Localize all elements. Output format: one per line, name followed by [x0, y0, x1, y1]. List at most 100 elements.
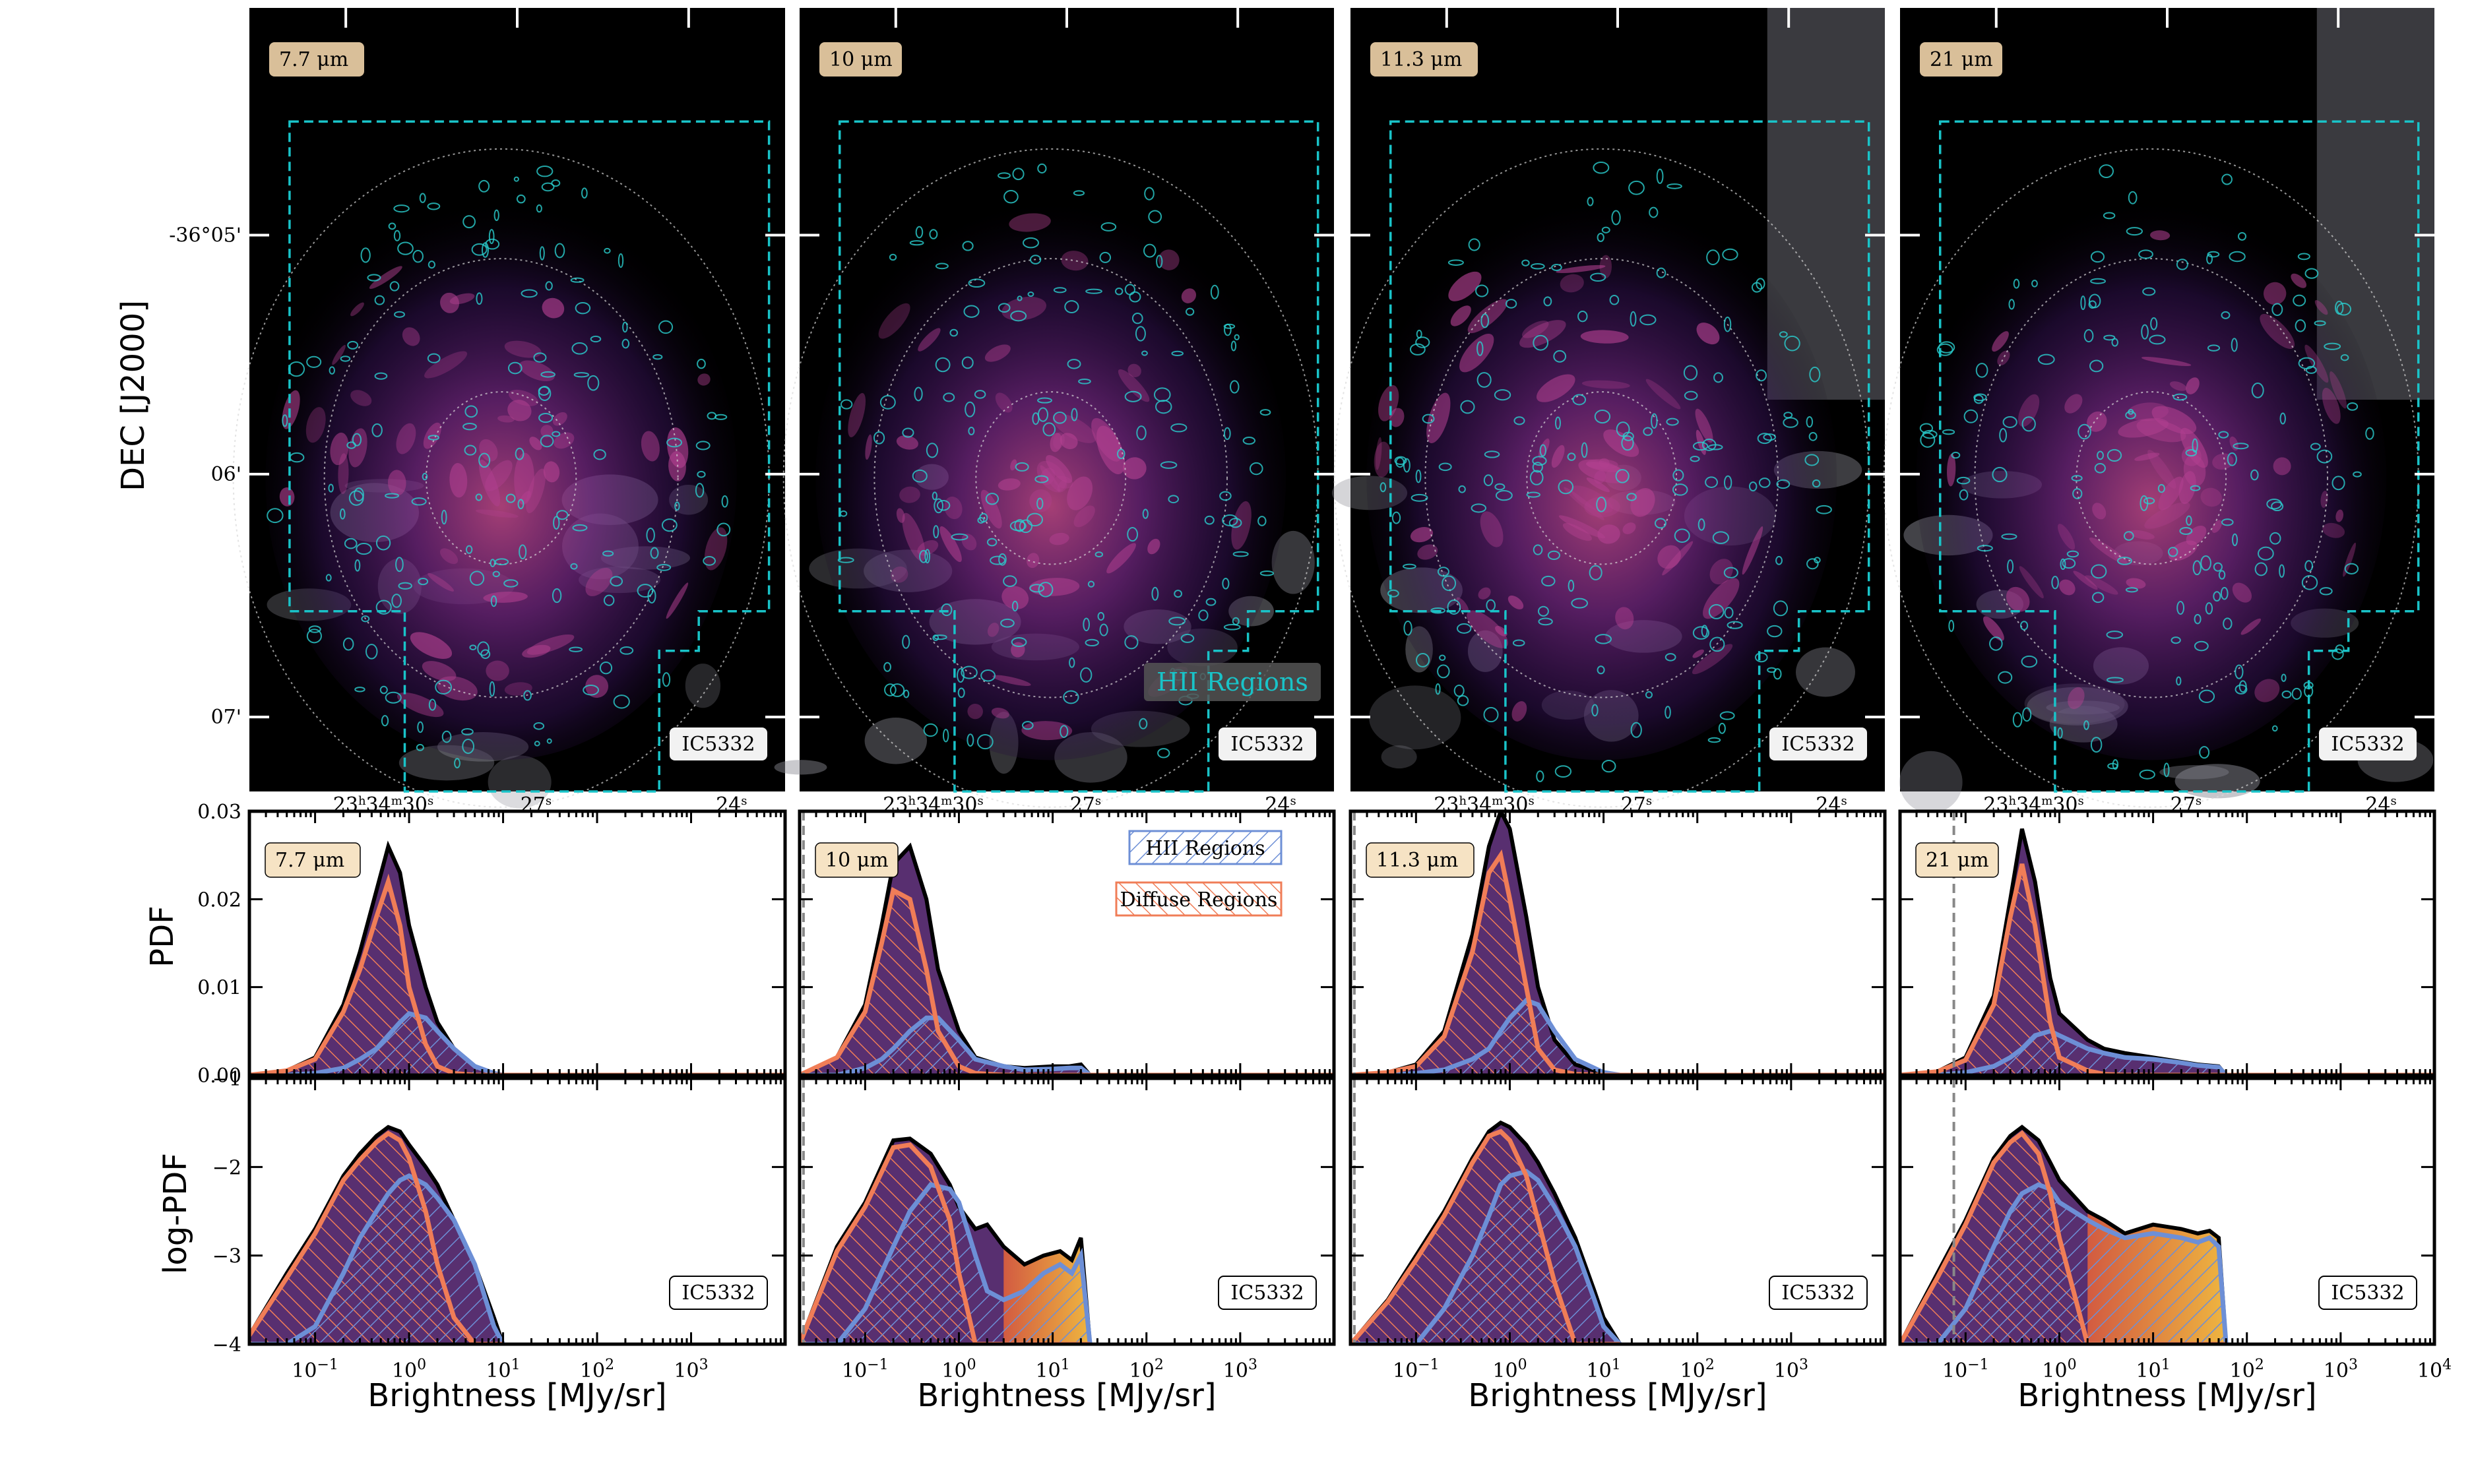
galaxy-emission [265, 196, 737, 760]
hii-region-contour [325, 574, 332, 582]
x-tick-label: 103 [2324, 1357, 2358, 1383]
x-tick-label: 100 [941, 1357, 976, 1383]
hii-region-contour [2218, 431, 2229, 439]
spiral-filament [991, 708, 1009, 719]
hii-region-contour [990, 555, 1006, 565]
spiral-filament [917, 540, 939, 556]
spiral-filament [332, 344, 346, 365]
hii-region-contour [1589, 565, 1602, 580]
hii-region-contour [469, 644, 477, 650]
hii-region-contour [571, 342, 588, 355]
spiral-filament [1556, 264, 1606, 274]
x-tick-label: 103 [674, 1357, 708, 1383]
hii-region-contour [2293, 294, 2306, 307]
x-tick-label: 102 [1129, 1357, 1164, 1383]
hii-region-contour [1708, 603, 1725, 619]
hii-region-contour [1553, 350, 1567, 363]
hii-region-contour [1709, 636, 1725, 652]
hii-region-contour [2099, 164, 2114, 179]
hii-region-contour [2190, 485, 2201, 491]
hii-region-contour [1480, 313, 1490, 328]
hii-region-contour [1010, 310, 1027, 322]
hii-region-contour [1073, 190, 1085, 197]
spiral-filament [2147, 450, 2176, 489]
spiral-filament [2229, 436, 2238, 451]
hii-region-contour [1017, 295, 1023, 301]
diffuse-line [249, 873, 785, 1075]
hii-region-contour [2128, 409, 2134, 415]
hii-region-contour [1684, 390, 1698, 400]
x-tick-label: 102 [580, 1357, 614, 1383]
hii-region-contour [1447, 599, 1461, 615]
hii-region-contour [2143, 497, 2155, 505]
spiral-filament [2169, 381, 2187, 391]
hii-region-contour [1037, 163, 1047, 174]
hii-region-contour [1457, 695, 1469, 706]
hii-region-contour [2324, 342, 2341, 350]
hii-region-contour [1387, 589, 1399, 598]
x-axis-title: Brightness [MJy/sr] [1468, 1377, 1767, 1414]
hii-region-contour [1242, 437, 1255, 445]
spiral-filament [350, 390, 372, 406]
galactocentric-ring [323, 258, 679, 698]
hii-region-contour [1139, 718, 1148, 729]
hii-region-contour [488, 229, 495, 245]
hii-region-contour [1999, 427, 2008, 443]
hii-region-contour [2021, 655, 2038, 668]
spiral-filament [1997, 350, 2010, 366]
hii-region-contour [1230, 380, 1240, 394]
hii-region-contour [2297, 253, 2310, 261]
hii-region-contour [1674, 528, 1690, 543]
hii-region-contour [553, 516, 560, 530]
spiral-filament [1982, 616, 2004, 641]
spiral-filament [504, 340, 542, 358]
spiral-filament [279, 487, 295, 507]
spiral-filament [440, 548, 459, 565]
galaxy-emission [1916, 196, 2387, 760]
spiral-filament [1054, 476, 1073, 489]
hii-region-contour [371, 423, 383, 437]
hii-region-contour [590, 335, 602, 343]
hii-region-contour [462, 215, 476, 229]
hii-region-contour [998, 303, 1011, 313]
hii-region-contour [2347, 402, 2359, 411]
hii-region-contour [490, 595, 497, 607]
hii-region-contour [2231, 338, 2238, 352]
hii-region-contour [1609, 294, 1620, 305]
spiral-filament [542, 297, 565, 319]
hii-region-contour [662, 672, 671, 687]
hii-region-contour [503, 579, 519, 588]
hii-region-contour [1083, 617, 1090, 632]
spiral-filament [437, 676, 478, 701]
hii-region-contour [1437, 664, 1450, 679]
galactocentric-ring [873, 258, 1228, 698]
hii-region-contour [1437, 567, 1449, 577]
hii-region-contour [2176, 676, 2182, 686]
spiral-filament [1511, 701, 1527, 722]
hii-region-contour [1622, 431, 1634, 441]
y-tick-label: 0.02 [197, 888, 241, 912]
plot-panel: −4 −3 −2 −1 IC5332 10−1 100 101 102 103 [212, 1068, 787, 1383]
spiral-filament [1558, 515, 1606, 539]
hii-region-contour [1223, 624, 1241, 631]
galaxy-label-box [2319, 727, 2417, 760]
hii-region-contour [2316, 449, 2333, 464]
hii-region-contour [1023, 237, 1039, 249]
hii-region-contour [1541, 575, 1556, 587]
hii-region-contour [1022, 721, 1034, 730]
hii-region-contour [2125, 411, 2136, 419]
hii-region-contour [968, 427, 975, 435]
hii-region-contour [1538, 617, 1553, 626]
hii-region-contour [464, 445, 477, 456]
hii-region-contour [658, 320, 674, 334]
hii-region-contour [1705, 476, 1718, 488]
hii-region-contour [1601, 759, 1616, 773]
galactocentric-ring [1424, 258, 1779, 698]
spiral-filament [2158, 476, 2184, 510]
hii-region-contour [546, 738, 552, 744]
hii-region-contour [1042, 422, 1056, 437]
hii-region-contour [943, 392, 955, 402]
spiral-filament [1426, 392, 1451, 443]
hii-region-contour [1758, 478, 1771, 488]
